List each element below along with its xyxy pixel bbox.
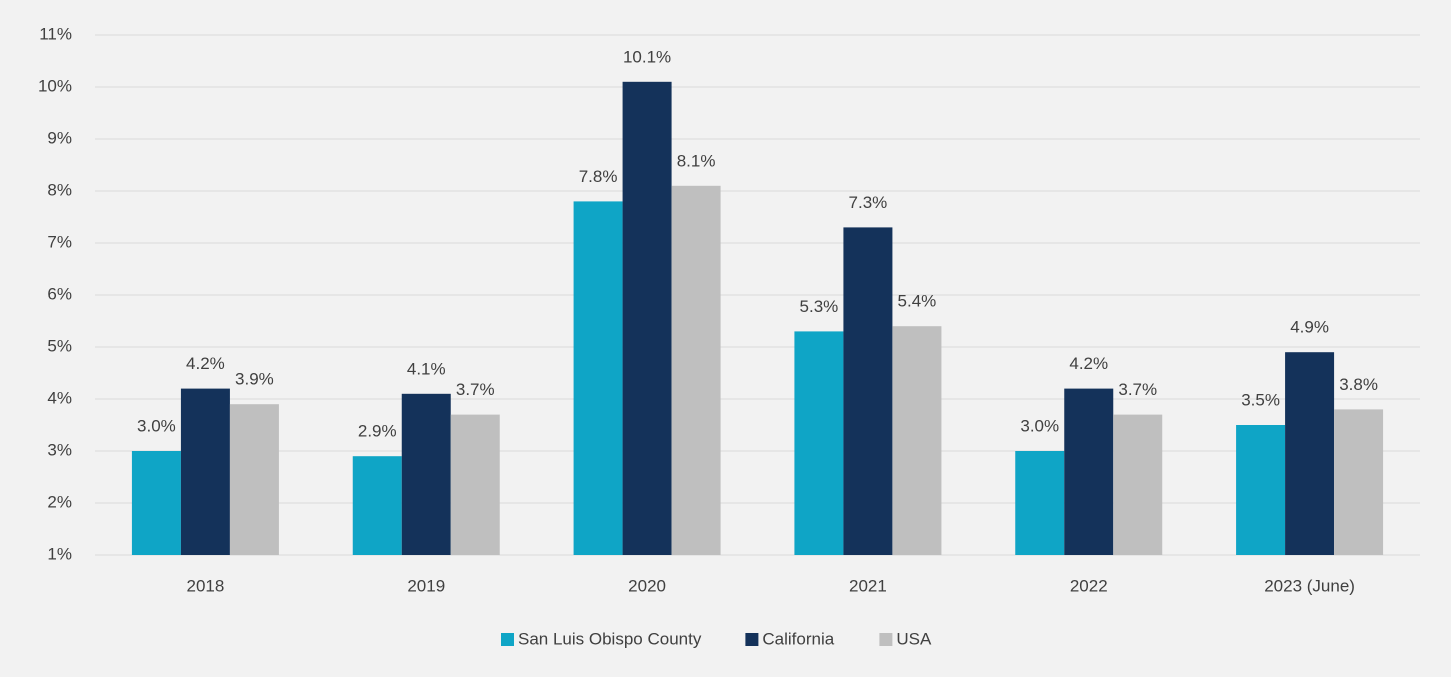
bar: [622, 81, 672, 556]
data-label: 10.1%: [623, 47, 671, 66]
bar: [229, 404, 279, 555]
data-label: 3.7%: [1118, 380, 1157, 399]
data-label: 2.9%: [358, 422, 397, 441]
legend-swatch: [501, 633, 514, 646]
legend-label: USA: [896, 629, 932, 648]
y-tick-label: 4%: [47, 388, 72, 407]
bar: [671, 185, 721, 556]
data-label: 4.2%: [1069, 354, 1108, 373]
y-tick-label: 6%: [47, 284, 72, 303]
data-label: 7.3%: [849, 193, 888, 212]
y-tick-label: 7%: [47, 232, 72, 251]
x-tick-label: 2019: [407, 576, 445, 595]
y-tick-label: 9%: [47, 128, 72, 147]
data-label: 5.3%: [800, 297, 839, 316]
y-tick-label: 10%: [38, 76, 72, 95]
y-tick-label: 5%: [47, 336, 72, 355]
data-label: 4.9%: [1290, 318, 1329, 337]
x-tick-label: 2023 (June): [1264, 576, 1355, 595]
data-label: 5.4%: [898, 292, 937, 311]
x-tick-label: 2021: [849, 576, 887, 595]
legend-swatch: [879, 633, 893, 646]
legend-label: California: [762, 629, 834, 648]
x-tick-label: 2018: [187, 576, 225, 595]
bar: [450, 414, 500, 555]
y-tick-label: 2%: [47, 492, 72, 511]
data-label: 3.0%: [137, 416, 176, 435]
legend-label: San Luis Obispo County: [518, 629, 702, 648]
bar: [794, 331, 844, 555]
data-label: 3.8%: [1339, 375, 1378, 394]
bar: [352, 456, 402, 555]
bar: [1285, 352, 1335, 555]
bar: [1113, 414, 1163, 555]
data-label: 4.1%: [407, 359, 446, 378]
data-label: 7.8%: [579, 167, 618, 186]
y-tick-label: 11%: [39, 24, 72, 43]
data-label: 3.0%: [1020, 416, 1059, 435]
bar: [892, 326, 942, 555]
bar: [573, 201, 623, 555]
bar: [401, 393, 451, 555]
data-label: 8.1%: [677, 151, 716, 170]
bar: [1064, 388, 1114, 555]
bar: [1334, 409, 1384, 555]
data-label: 3.7%: [456, 380, 495, 399]
y-tick-label: 8%: [47, 180, 72, 199]
bar: [843, 227, 893, 555]
bar: [1236, 425, 1286, 555]
bar: [131, 451, 181, 555]
data-label: 4.2%: [186, 354, 225, 373]
legend-swatch: [745, 633, 759, 646]
x-tick-label: 2022: [1070, 576, 1108, 595]
data-label: 3.9%: [235, 370, 274, 389]
y-tick-label: 3%: [47, 440, 72, 459]
data-label: 3.5%: [1241, 390, 1280, 409]
x-tick-label: 2020: [628, 576, 666, 595]
bar: [180, 388, 230, 555]
bar: [1015, 451, 1065, 555]
y-tick-label: 1%: [47, 544, 72, 563]
